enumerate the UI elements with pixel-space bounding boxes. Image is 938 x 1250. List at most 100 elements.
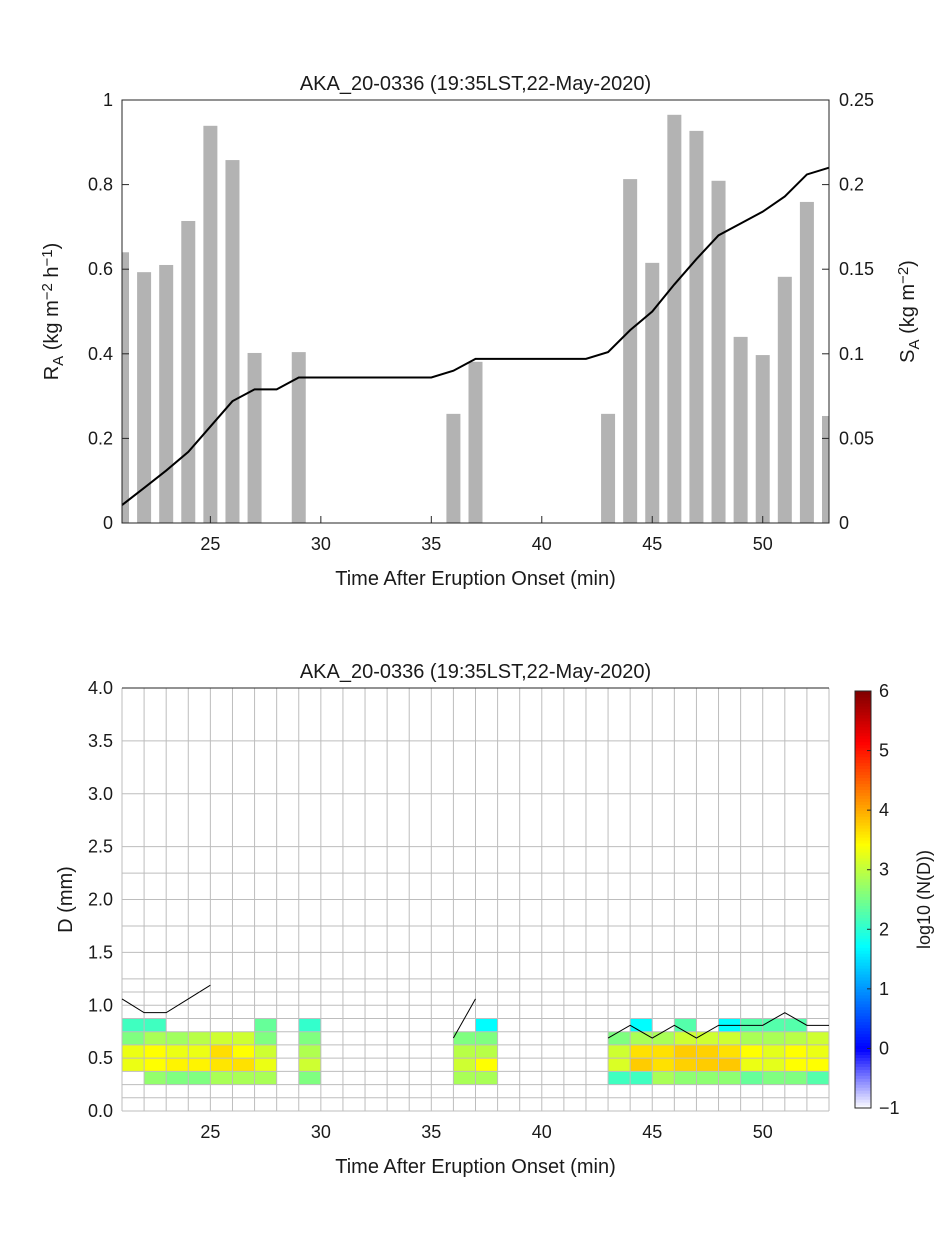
- heatmap-cell: [762, 1058, 785, 1072]
- colorbar-swatch: [855, 720, 871, 725]
- colorbar-swatch: [855, 714, 871, 719]
- x-tick-label: 45: [642, 1122, 662, 1142]
- colorbar-swatch: [855, 1060, 871, 1064]
- y2-axis-label-part: −2: [895, 267, 912, 284]
- colorbar-swatch: [855, 1063, 871, 1067]
- colorbar-swatch: [855, 1054, 871, 1058]
- colorbar-swatch: [855, 1102, 871, 1106]
- heatmap-cell: [762, 1018, 785, 1032]
- colorbar-swatch: [855, 848, 871, 853]
- colorbar-swatch: [855, 860, 871, 865]
- colorbar-swatch: [855, 970, 871, 975]
- colorbar-swatch: [855, 1105, 871, 1109]
- colorbar-swatch: [855, 905, 871, 910]
- colorbar-swatch: [855, 756, 871, 761]
- colorbar-swatch: [855, 702, 871, 707]
- colorbar-swatch: [855, 1000, 871, 1005]
- heatmap-cell: [630, 1044, 653, 1059]
- heatmap-cell: [188, 1071, 211, 1085]
- colorbar-swatch: [855, 753, 871, 758]
- heatmap-cell: [188, 1058, 211, 1072]
- colorbar-swatch: [855, 881, 871, 886]
- colorbar-swatch: [855, 828, 871, 832]
- colorbar-swatch: [855, 1087, 871, 1091]
- bar: [122, 252, 129, 523]
- heatmap-cell: [254, 1031, 277, 1045]
- heatmap-cell: [762, 1031, 785, 1045]
- colorbar-swatch: [855, 938, 871, 942]
- colorbar-tick-label: 0: [879, 1038, 889, 1058]
- y2-axis-label-part: S: [897, 350, 919, 363]
- colorbar-swatch: [855, 822, 871, 826]
- colorbar-swatch: [855, 819, 871, 823]
- colorbar-swatch: [855, 965, 871, 969]
- y-tick-label: 4.0: [88, 678, 113, 698]
- colorbar-swatch: [855, 1015, 871, 1020]
- colorbar-swatch: [855, 759, 871, 764]
- x-tick-label: 50: [753, 534, 773, 554]
- heatmap-cell: [630, 1018, 653, 1032]
- colorbar-swatch: [855, 988, 871, 993]
- heatmap-cell: [608, 1031, 631, 1045]
- x-tick-label: 45: [642, 534, 662, 554]
- colorbar-swatch: [855, 890, 871, 895]
- colorbar-swatch: [855, 899, 871, 904]
- colorbar-swatch: [855, 985, 871, 990]
- colorbar-swatch: [855, 950, 871, 954]
- heatmap-cell: [740, 1031, 763, 1045]
- colorbar-swatch: [855, 994, 871, 999]
- bar: [181, 220, 196, 523]
- colorbar-swatch: [855, 878, 871, 883]
- colorbar-swatch: [855, 1024, 871, 1029]
- heatmap-cell: [784, 1071, 807, 1085]
- colorbar-swatch: [855, 816, 871, 820]
- colorbar-swatch: [855, 691, 871, 695]
- heatmap-cell: [144, 1044, 167, 1059]
- y2-axis-label-part: A: [906, 339, 923, 349]
- colorbar-swatch: [855, 1072, 871, 1076]
- heatmap-cell: [608, 1058, 631, 1072]
- colorbar-swatch: [855, 1081, 871, 1085]
- colorbar-swatch: [855, 917, 871, 921]
- x-axis-label: Time After Eruption Onset (min): [335, 568, 615, 590]
- colorbar-swatch: [855, 825, 871, 829]
- colorbar-swatch: [855, 896, 871, 901]
- colorbar-swatch: [855, 1084, 871, 1088]
- colorbar-tick-label: 5: [879, 741, 889, 761]
- bar: [291, 352, 306, 523]
- heatmap-cell: [144, 1058, 167, 1072]
- colorbar-swatch: [855, 932, 871, 936]
- x-tick-label: 30: [311, 534, 331, 554]
- diameter-line: [121, 984, 211, 1014]
- heatmap-cell: [453, 1044, 476, 1059]
- heatmap-cell: [784, 1058, 807, 1072]
- colorbar-swatch: [855, 1099, 871, 1103]
- heatmap-cell: [740, 1071, 763, 1085]
- colorbar-tick-label: 3: [879, 860, 889, 880]
- colorbar-swatch: [855, 929, 871, 933]
- colorbar-swatch: [855, 801, 871, 805]
- colorbar-swatch: [855, 830, 871, 835]
- x-tick-label: 35: [421, 534, 441, 554]
- colorbar-swatch: [855, 1006, 871, 1011]
- bar: [225, 160, 240, 523]
- colorbar-swatch: [855, 792, 871, 796]
- heatmap-cell: [254, 1044, 277, 1059]
- colorbar-swatch: [855, 991, 871, 996]
- heatmap-cell: [784, 1031, 807, 1045]
- colorbar-swatch: [855, 842, 871, 847]
- heatmap-cell: [784, 1044, 807, 1059]
- colorbar-swatch: [855, 902, 871, 907]
- y-tick-label: 0.2: [88, 428, 113, 448]
- colorbar-swatch: [855, 774, 871, 778]
- y2-tick-label: 0.05: [839, 428, 874, 448]
- bar: [159, 264, 174, 523]
- colorbar-swatch: [855, 1009, 871, 1014]
- heatmap-cell: [144, 1071, 167, 1085]
- colorbar-swatch: [855, 795, 871, 799]
- heatmap-cell: [298, 1044, 321, 1059]
- bottom-chart: 25 30 35 40 45 500.00.51.01.52.02.53.03.54.0A…: [55, 661, 934, 1178]
- y2-tick-label: 0: [839, 513, 849, 533]
- axes-box: [121, 99, 830, 524]
- bar: [711, 180, 726, 523]
